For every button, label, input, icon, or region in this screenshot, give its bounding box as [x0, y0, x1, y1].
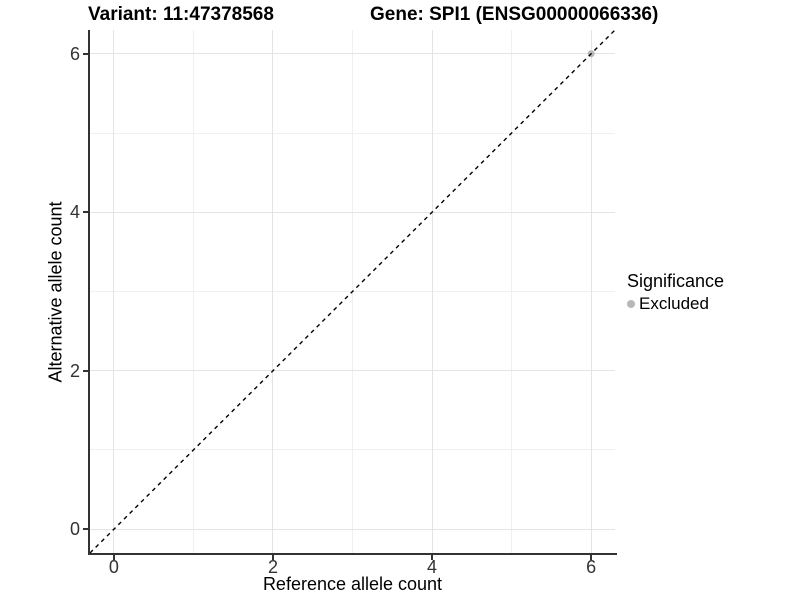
y-tick-6	[83, 52, 88, 55]
x-tick-0	[112, 555, 115, 560]
y-axis-title-text: Alternative allele count	[45, 201, 66, 383]
minor-gridline-y-5	[90, 132, 615, 134]
major-gridline-y-6	[90, 53, 615, 55]
y-tick-4	[83, 211, 88, 214]
major-gridline-x-0	[113, 30, 115, 553]
y-tick-0	[83, 528, 88, 531]
x-tick-6	[590, 555, 593, 560]
y-tick-label-0: 0	[69, 519, 80, 540]
y-tick-label-2: 2	[69, 360, 80, 381]
y-tick-label-4: 4	[69, 202, 80, 223]
major-gridline-x-2	[272, 30, 274, 553]
y-tick-2	[83, 369, 88, 372]
legend-point-icon	[627, 300, 635, 308]
major-gridline-x-6	[590, 30, 592, 553]
legend-items: Excluded	[627, 294, 724, 314]
legend-item-excluded: Excluded	[627, 294, 724, 314]
plot-title-gene: Gene: SPI1 (ENSG00000066336)	[370, 4, 659, 25]
legend-item-label: Excluded	[639, 294, 709, 313]
plot-canvas	[90, 30, 615, 553]
y-tick-label-6: 6	[69, 43, 80, 64]
legend-title: Significance	[627, 271, 725, 291]
minor-gridline-y-1	[90, 449, 615, 451]
x-tick-4	[431, 555, 434, 560]
x-axis-title: Reference allele count	[262, 574, 443, 594]
major-gridline-y-0	[90, 528, 615, 530]
major-gridline-x-4	[431, 30, 433, 553]
x-tick-label-6: 6	[586, 557, 597, 577]
x-tick-2	[271, 555, 274, 560]
y-axis-line	[88, 30, 90, 555]
major-gridline-y-4	[90, 211, 615, 213]
identity-reference-line	[90, 30, 615, 553]
x-tick-label-4: 4	[427, 557, 438, 577]
x-tick-label-0: 0	[108, 557, 119, 577]
x-axis-line	[88, 553, 617, 555]
legend: Significance Excluded	[627, 271, 724, 314]
major-gridline-y-2	[90, 370, 615, 372]
x-tick-label-2: 2	[267, 557, 278, 577]
plot-title-variant: Variant: 11:47378568	[88, 4, 274, 25]
plot-panel	[90, 30, 615, 553]
